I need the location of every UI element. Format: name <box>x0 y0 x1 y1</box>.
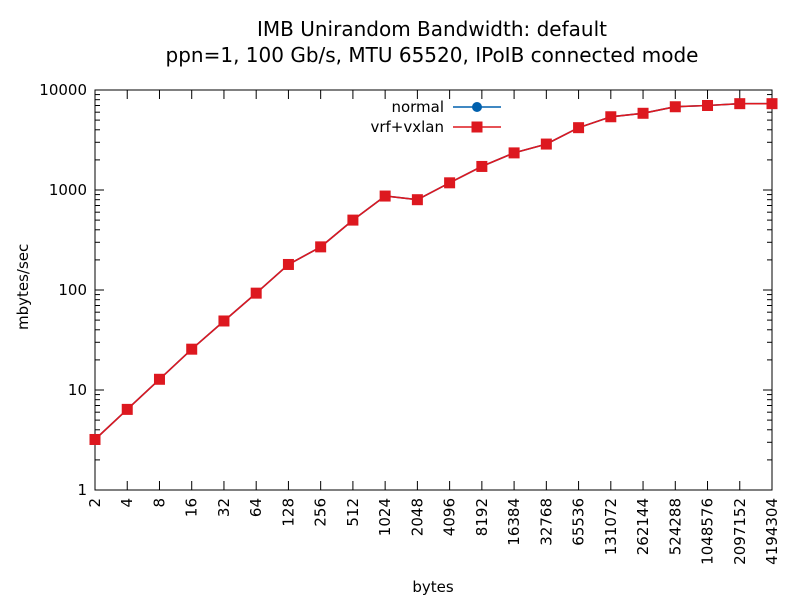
data-point <box>605 111 617 123</box>
chart-title: IMB Unirandom Bandwidth: default <box>257 17 607 41</box>
x-tick-label: 1024 <box>376 498 394 536</box>
x-tick-label: 512 <box>344 498 362 527</box>
plot-frame <box>94 89 773 491</box>
x-tick-label: 262144 <box>634 498 652 555</box>
data-point <box>444 177 456 189</box>
data-point <box>766 98 778 110</box>
data-point <box>702 99 714 111</box>
data-point <box>573 122 585 134</box>
data-point <box>637 107 649 119</box>
data-point <box>186 343 198 355</box>
x-tick-label: 16384 <box>505 498 523 546</box>
x-tick-label: 2048 <box>408 498 426 536</box>
data-point <box>250 287 262 299</box>
data-point <box>89 433 101 445</box>
x-tick-label: 256 <box>312 498 330 527</box>
data-point <box>508 147 520 159</box>
data-point <box>315 241 327 253</box>
legend-marker <box>471 121 483 133</box>
x-tick-label: 64 <box>247 498 265 517</box>
x-tick-label: 4194304 <box>763 498 781 565</box>
x-tick-label: 4096 <box>441 498 459 536</box>
data-point <box>411 194 423 206</box>
y-tick-label: 10000 <box>39 81 87 99</box>
chart-subtitle: ppn=1, 100 Gb/s, MTU 65520, IPoIB connec… <box>165 43 699 67</box>
x-tick-label: 32 <box>215 498 233 517</box>
data-point <box>153 373 165 385</box>
data-point <box>669 101 681 113</box>
x-axis: 2 4 8 16 32 64 128 256 512 1024 2048 4096 8192 16384 3… <box>86 90 781 565</box>
series-layer <box>89 98 778 445</box>
x-tick-label: 1048576 <box>699 498 717 565</box>
y-axis: 1 10 100 1000 10000 <box>39 81 772 499</box>
series-line <box>94 102 772 441</box>
y-tick-label: 10 <box>68 381 87 399</box>
series-line <box>94 102 772 441</box>
data-point <box>540 138 552 150</box>
series-vrf-vxlan <box>89 98 778 445</box>
y-tick-label: 100 <box>58 281 87 299</box>
plot-border <box>94 89 773 491</box>
series-normal <box>90 98 777 445</box>
legend-label: normal <box>391 98 444 116</box>
data-point <box>121 403 133 415</box>
x-tick-label: 8192 <box>473 498 491 536</box>
data-point <box>734 98 746 110</box>
data-point <box>347 214 359 226</box>
legend-label: vrf+vxlan <box>370 118 444 136</box>
data-point <box>379 190 391 202</box>
x-tick-label: 131072 <box>602 498 620 555</box>
x-axis-label: bytes <box>412 578 454 596</box>
legend: normal vrf+vxlan <box>370 98 501 136</box>
legend-marker <box>472 102 482 112</box>
x-tick-label: 4 <box>118 498 136 508</box>
x-tick-label: 65536 <box>570 498 588 546</box>
x-tick-label: 8 <box>150 498 168 508</box>
y-axis-label: mbytes/sec <box>14 243 32 330</box>
x-tick-label: 128 <box>279 498 297 527</box>
y-tick-label: 1 <box>77 481 87 499</box>
x-tick-label: 32768 <box>537 498 555 546</box>
data-point <box>218 315 230 327</box>
x-tick-label: 2097152 <box>731 498 749 565</box>
x-tick-label: 2 <box>86 498 104 508</box>
y-tick-label: 1000 <box>49 181 87 199</box>
data-point <box>282 258 294 270</box>
x-tick-label: 16 <box>183 498 201 517</box>
data-point <box>476 160 488 172</box>
x-tick-label: 524288 <box>666 498 684 555</box>
legend-entry: vrf+vxlan <box>370 118 501 136</box>
legend-entry: normal <box>391 98 501 116</box>
